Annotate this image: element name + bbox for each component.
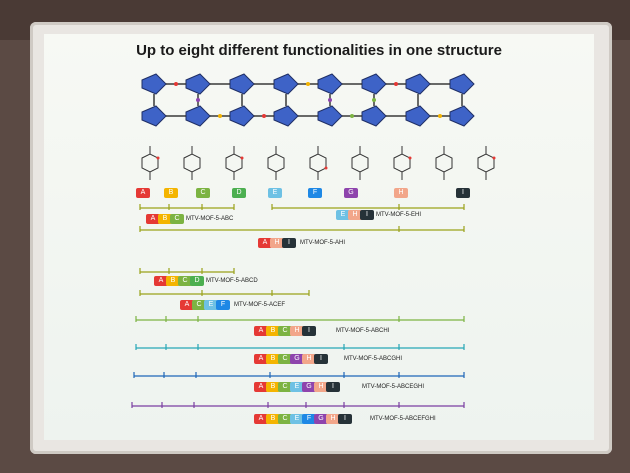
- mof-name: MTV-MOF-5-ABCEGHI: [362, 384, 425, 390]
- linker-chip: I: [314, 354, 328, 364]
- mof-name: MTV-MOF-5-ABCEFGHI: [370, 416, 436, 422]
- linker-chip: B: [266, 414, 280, 424]
- linker-chip: C: [178, 276, 192, 286]
- linker-chip: C: [196, 188, 210, 198]
- linker-chip: F: [308, 188, 322, 198]
- linker-chip: B: [266, 354, 280, 364]
- mof-name: MTV-MOF-5-EHI: [376, 212, 421, 218]
- linker-chip: C: [278, 326, 292, 336]
- linker-chip: E: [268, 188, 282, 198]
- linker-chip: H: [270, 238, 284, 248]
- mof-name: MTV-MOF-5-ABCGHI: [344, 356, 402, 362]
- linker-chip: G: [290, 354, 304, 364]
- linker-chip: A: [146, 214, 160, 224]
- linker-chip: A: [258, 238, 272, 248]
- linker-chip: F: [216, 300, 230, 310]
- mof-name: MTV-MOF-5-AHI: [300, 240, 345, 246]
- linker-chip: I: [360, 210, 374, 220]
- mof-name: MTV-MOF-5-ABC: [186, 216, 234, 222]
- linker-chip: G: [302, 382, 316, 392]
- linker-chip: C: [278, 354, 292, 364]
- linker-chip: C: [278, 414, 292, 424]
- linker-chip: H: [290, 326, 304, 336]
- linker-chip: A: [254, 414, 268, 424]
- linker-chip: H: [302, 354, 316, 364]
- mof-name: MTV-MOF-5-ABCD: [206, 278, 258, 284]
- linker-chip: I: [326, 382, 340, 392]
- linker-chip: A: [254, 326, 268, 336]
- linker-chip: A: [154, 276, 168, 286]
- linker-chip: F: [302, 414, 316, 424]
- linker-chip: I: [282, 238, 296, 248]
- linker-chip: I: [456, 188, 470, 198]
- combination-lines: [131, 204, 465, 408]
- linker-chip: E: [290, 414, 304, 424]
- mof-framework-illustration: [141, 73, 475, 127]
- linker-chip: B: [166, 276, 180, 286]
- linker-chip: B: [266, 326, 280, 336]
- linker-chip: A: [180, 300, 194, 310]
- linker-structures: [141, 146, 496, 180]
- slide-title: Up to eight different functionalities in…: [136, 42, 502, 59]
- linker-chip: E: [290, 382, 304, 392]
- linker-chip: G: [344, 188, 358, 198]
- linker-chip: H: [348, 210, 362, 220]
- linker-chip: B: [164, 188, 178, 198]
- linker-chip: G: [314, 414, 328, 424]
- linker-chip: A: [136, 188, 150, 198]
- linker-chip: D: [190, 276, 204, 286]
- linker-chip: A: [254, 354, 268, 364]
- linker-chip: E: [336, 210, 350, 220]
- mof-name: MTV-MOF-5-ABCHI: [336, 328, 390, 334]
- linker-chip: H: [394, 188, 408, 198]
- linker-chip: I: [338, 414, 352, 424]
- projected-slide: Up to eight different functionalities in…: [44, 34, 594, 440]
- linker-chip: I: [302, 326, 316, 336]
- linker-chip: C: [170, 214, 184, 224]
- linker-chip: D: [232, 188, 246, 198]
- linker-chip: B: [266, 382, 280, 392]
- linker-chip: C: [192, 300, 206, 310]
- linker-chip: B: [158, 214, 172, 224]
- linker-chip: E: [204, 300, 218, 310]
- mof-name: MTV-MOF-5-ACEF: [234, 302, 285, 308]
- linker-chip: H: [314, 382, 328, 392]
- linker-chip: A: [254, 382, 268, 392]
- linker-chip: C: [278, 382, 292, 392]
- linker-chip: H: [326, 414, 340, 424]
